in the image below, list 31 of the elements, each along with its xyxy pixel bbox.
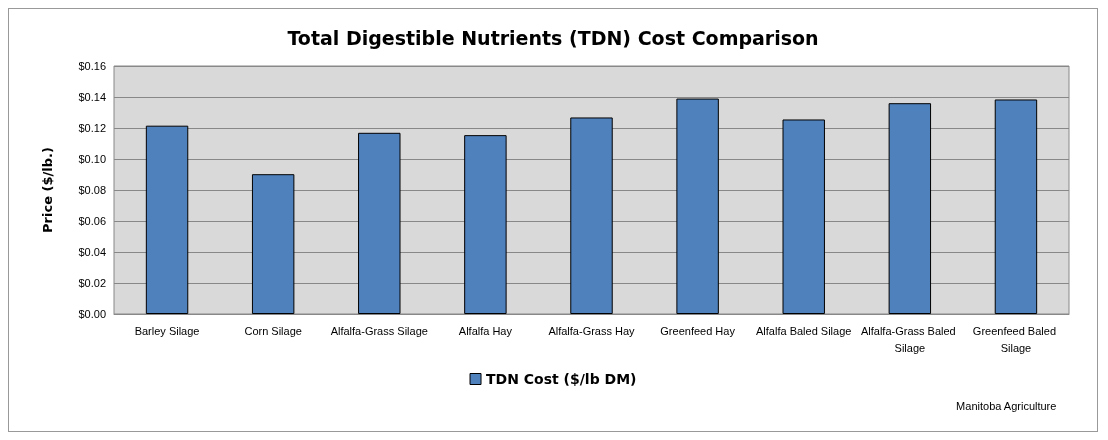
bar: [994, 99, 1038, 314]
y-tick-label: $0.14: [78, 91, 106, 103]
bar: [570, 117, 613, 314]
y-tick-label: $0.00: [78, 308, 106, 320]
x-tick-label: Corn Silage: [244, 324, 302, 337]
bar: [358, 132, 401, 314]
text: Manitoba Agriculture: [956, 399, 1057, 412]
bar: [676, 98, 719, 314]
bar: [145, 125, 189, 314]
x-tick-label: Barley Silage: [134, 324, 200, 337]
bar: [782, 119, 825, 314]
chart-title: Total Digestible Nutrients (TDN) Cost Comparison: [287, 26, 819, 49]
x-tick-label: Alfalfa Hay: [458, 324, 513, 337]
y-tick-label: $0.16: [78, 60, 106, 72]
bar: [888, 103, 932, 314]
y-axis-title: Price ($/lb.): [40, 147, 55, 233]
y-tick-label: $0.12: [78, 122, 106, 134]
y-tick-label: $0.06: [78, 215, 106, 227]
x-tick-label: Alfalfa Baled Silage: [756, 324, 852, 337]
bar: [251, 174, 295, 314]
y-tick-label: $0.10: [78, 153, 106, 165]
legend-label: TDN Cost ($/lb DM): [486, 371, 637, 387]
x-tick-label: Greenfeed Baled Silage: [972, 324, 1060, 354]
bar: [464, 135, 507, 314]
x-tick-label: Alfalfa-Grass Hay: [548, 324, 636, 337]
x-tick-label: Alfalfa-Grass Baled Silage: [860, 324, 959, 354]
y-tick-label: $0.02: [78, 277, 106, 289]
x-tick-label: Alfalfa-Grass Silage: [330, 324, 428, 337]
y-tick-label: $0.04: [78, 246, 106, 258]
y-tick-label: $0.08: [78, 184, 106, 196]
x-tick-label: Greenfeed Hay: [660, 324, 736, 337]
